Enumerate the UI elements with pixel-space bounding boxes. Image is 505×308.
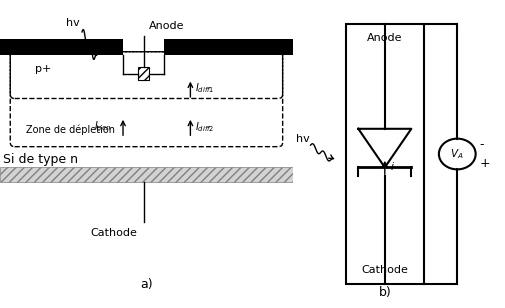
Bar	[164, 39, 293, 55]
Text: Cathode: Cathode	[91, 228, 138, 238]
Text: Anode: Anode	[367, 33, 402, 43]
Text: a): a)	[140, 278, 153, 291]
Text: +: +	[479, 157, 490, 170]
Text: $V_A$: $V_A$	[450, 147, 464, 161]
Bar	[346, 24, 424, 284]
Text: Si de type n: Si de type n	[3, 153, 78, 166]
Text: $I_{diff1}$: $I_{diff1}$	[195, 82, 214, 95]
Text: Zone de dépletion: Zone de dépletion	[26, 124, 115, 135]
Bar	[0, 167, 293, 182]
Text: Cathode: Cathode	[362, 265, 408, 275]
Text: p+: p+	[35, 64, 52, 74]
Text: i: i	[390, 162, 393, 172]
Text: hv: hv	[66, 18, 80, 28]
Bar	[0, 39, 123, 55]
Text: hv: hv	[296, 134, 310, 144]
Text: -: -	[479, 138, 484, 151]
Text: $I_{gen}$: $I_{gen}$	[94, 120, 111, 134]
Text: b): b)	[378, 286, 391, 299]
Text: $I_{diff2}$: $I_{diff2}$	[195, 120, 214, 134]
Text: Anode: Anode	[149, 21, 185, 31]
Bar	[138, 67, 149, 80]
